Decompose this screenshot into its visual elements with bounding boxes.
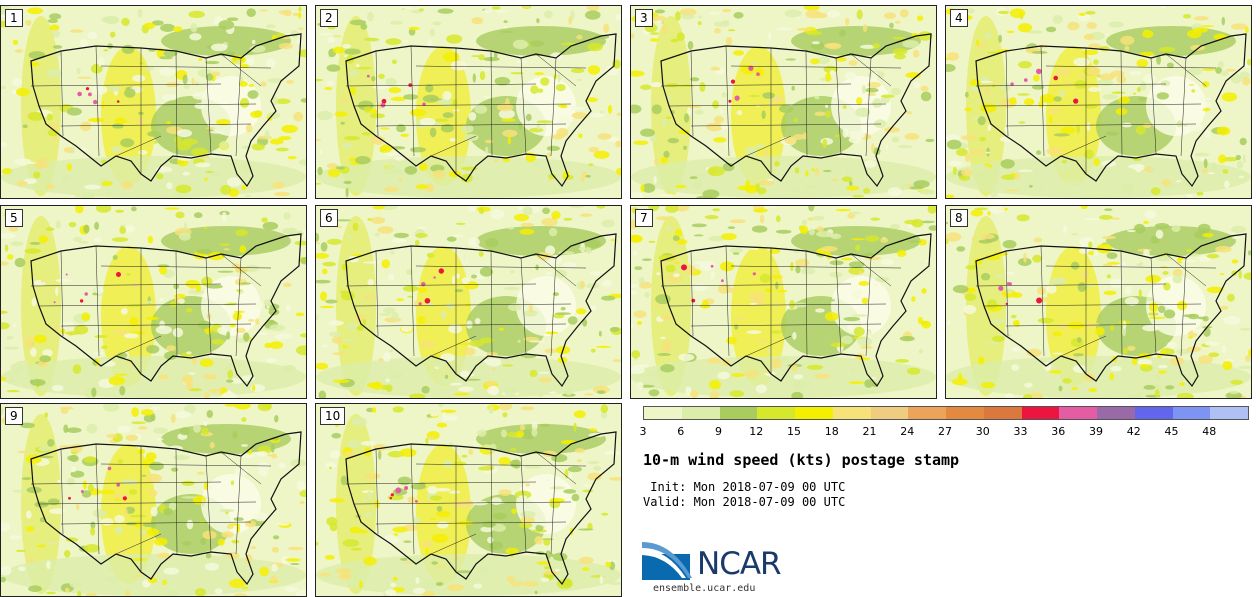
legend-swatch	[1021, 407, 1060, 419]
member-number-label: 1	[5, 9, 23, 27]
forecast-panel: 8	[945, 205, 1252, 399]
legend-swatch	[1210, 407, 1248, 419]
legend-tick-label: 18	[824, 425, 839, 438]
legend-tick-label: 3	[639, 425, 647, 438]
legend-tick-label: 15	[787, 425, 801, 438]
legend-tick-label: 39	[1089, 425, 1103, 438]
forecast-panel: 1	[0, 5, 307, 199]
wind-speed-map	[316, 6, 621, 198]
valid-time: Valid: Mon 2018-07-09 00 UTC	[643, 495, 846, 509]
legend-swatch	[757, 407, 795, 419]
member-number-label: 5	[5, 209, 23, 227]
legend-swatch	[681, 407, 720, 419]
legend-swatch	[795, 407, 833, 419]
legend-swatch	[1134, 407, 1173, 419]
member-number-label: 8	[950, 209, 968, 227]
legend-tick-label: 30	[975, 425, 990, 438]
forecast-panel: 7	[630, 205, 937, 399]
member-number-label: 6	[320, 209, 338, 227]
forecast-panel: 6	[315, 205, 622, 399]
wind-speed-map	[316, 206, 621, 398]
legend-tick-label: 6	[677, 425, 685, 438]
legend-tick-label: 24	[900, 425, 915, 438]
wind-speed-map	[1, 206, 306, 398]
legend-color-bar	[643, 406, 1249, 420]
forecast-panel: 5	[0, 205, 307, 399]
legend-tick-label: 21	[862, 425, 877, 438]
wind-speed-map	[946, 6, 1251, 198]
wind-speed-map	[316, 404, 621, 596]
ncar-logo-icon	[642, 542, 692, 580]
forecast-panel: 10	[315, 403, 622, 597]
member-number-label: 9	[5, 407, 23, 425]
legend-tick-label: 45	[1164, 425, 1179, 438]
legend-swatch	[1172, 407, 1211, 419]
legend-swatch	[908, 407, 946, 419]
legend-tick-label: 9	[715, 425, 722, 438]
legend-swatch	[870, 407, 909, 419]
legend-swatch	[946, 407, 984, 419]
wind-speed-map	[631, 206, 936, 398]
forecast-panel: 4	[945, 5, 1252, 199]
member-number-label: 4	[950, 9, 968, 27]
plot-title: 10-m wind speed (kts) postage stamp	[643, 451, 960, 469]
ncar-wordmark: NCAR	[697, 546, 782, 582]
legend-swatch	[644, 407, 682, 419]
init-time: Init: Mon 2018-07-09 00 UTC	[643, 480, 846, 494]
legend-swatch	[983, 407, 1022, 419]
wind-speed-map	[631, 6, 936, 198]
legend-swatch	[1097, 407, 1135, 419]
legend-tick-label: 27	[938, 425, 952, 438]
member-number-label: 10	[320, 407, 346, 425]
member-number-label: 3	[635, 9, 653, 27]
ensemble-url: ensemble.ucar.edu	[653, 583, 756, 594]
legend-tick-label: 12	[749, 425, 764, 438]
forecast-panel: 2	[315, 5, 622, 199]
legend-tick-label: 33	[1013, 425, 1028, 438]
forecast-panel: 3	[630, 5, 937, 199]
member-number-label: 2	[320, 9, 338, 27]
legend-tick-label: 48	[1202, 425, 1217, 438]
forecast-panel: 9	[0, 403, 307, 597]
wind-speed-map	[1, 6, 306, 198]
legend-swatch	[832, 407, 871, 419]
legend-swatch	[1059, 407, 1097, 419]
legend-tick-label: 42	[1126, 425, 1141, 438]
legend-tick-label: 36	[1051, 425, 1066, 438]
legend-swatch	[719, 407, 758, 419]
member-number-label: 7	[635, 209, 653, 227]
wind-speed-map	[1, 404, 306, 596]
wind-speed-map	[946, 206, 1251, 398]
